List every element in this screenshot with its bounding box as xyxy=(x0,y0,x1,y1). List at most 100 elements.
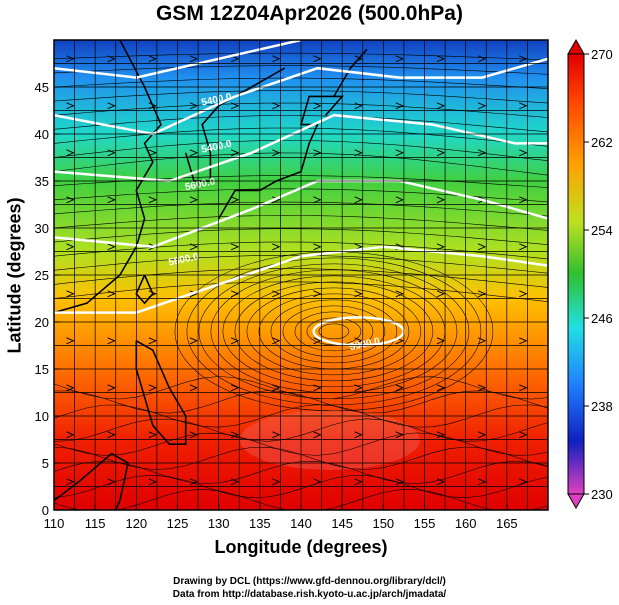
colorbar-top-arrow xyxy=(567,38,585,55)
wind-arrow xyxy=(189,290,199,298)
wind-arrow xyxy=(148,478,157,486)
wind-arrow xyxy=(272,102,281,110)
wind-arrow xyxy=(148,196,157,204)
wind-arrow xyxy=(66,149,75,157)
wind-arrow xyxy=(272,337,281,345)
streamline xyxy=(234,281,434,382)
wind-arrow xyxy=(395,478,404,486)
wind-arrow xyxy=(395,55,404,63)
coastline xyxy=(218,95,344,220)
wind-arrow xyxy=(189,431,199,439)
y-tick-label: 35 xyxy=(35,174,49,189)
colorbar: 270 262 254 246 238 230 xyxy=(567,38,613,510)
wind-arrow xyxy=(189,384,199,392)
chart-title: GSM 12Z04Apr2026 (500.0hPa) xyxy=(156,2,463,25)
wind-arrow xyxy=(313,384,322,392)
x-tick-label: 135 xyxy=(249,516,271,531)
wind-arrow xyxy=(313,55,322,63)
wind-arrow xyxy=(354,102,363,110)
y-tick-label: 30 xyxy=(35,221,49,236)
y-tick-label: 5 xyxy=(42,456,49,471)
wind-arrow xyxy=(395,102,404,110)
wind-arrow xyxy=(230,55,240,63)
wind-arrow xyxy=(519,55,528,63)
wind-arrow xyxy=(354,478,363,486)
wind-arrow xyxy=(66,102,75,110)
wind-arrow xyxy=(477,478,487,486)
wind-arrow xyxy=(189,478,199,486)
colorbar-tick-label: 246 xyxy=(591,311,613,326)
wind-arrow xyxy=(272,196,281,204)
wind-arrow xyxy=(313,243,322,251)
x-tick-label: 145 xyxy=(331,516,353,531)
lat-lon-grid xyxy=(54,40,548,510)
wind-arrow xyxy=(436,149,446,157)
wind-arrow xyxy=(148,431,157,439)
colorbar-scale xyxy=(567,53,585,495)
latitude-ticks: 0 5 10 15 20 25 30 35 40 45 xyxy=(35,80,60,518)
wind-arrow xyxy=(107,431,116,439)
streamline xyxy=(198,263,470,400)
wind-arrow xyxy=(107,149,116,157)
wind-arrow xyxy=(272,243,281,251)
wind-arrow xyxy=(189,243,199,251)
wind-arrow xyxy=(313,196,322,204)
wind-arrow xyxy=(66,431,75,439)
y-tick-label: 10 xyxy=(35,409,49,424)
wind-arrow xyxy=(354,290,363,298)
credit-drawing: Drawing by DCL (https://www.gfd-dennou.o… xyxy=(173,576,446,587)
wind-arrow xyxy=(189,55,199,63)
x-axis-label: Longitude (degrees) xyxy=(214,537,388,557)
colorbar-ticks: 270 262 254 246 238 230 xyxy=(584,47,613,502)
wind-arrow xyxy=(313,431,322,439)
wind-arrow xyxy=(436,102,446,110)
wind-arrow xyxy=(230,384,240,392)
wind-arrow xyxy=(107,478,116,486)
x-tick-label: 115 xyxy=(85,516,106,531)
colorbar-tick-label: 270 xyxy=(591,47,613,62)
wind-arrow xyxy=(230,196,240,204)
wind-arrow xyxy=(436,384,446,392)
streamline xyxy=(318,323,350,340)
y-tick-label: 0 xyxy=(42,503,49,518)
wind-arrow xyxy=(354,149,363,157)
wind-arrow xyxy=(107,196,116,204)
wind-arrow xyxy=(148,337,157,345)
wind-arrow xyxy=(107,102,116,110)
wind-arrow xyxy=(519,337,528,345)
wind-arrow xyxy=(395,196,404,204)
wind-arrow xyxy=(519,243,528,251)
wind-arrow xyxy=(272,290,281,298)
wind-arrow xyxy=(436,431,446,439)
wind-arrow xyxy=(477,337,487,345)
wind-arrow xyxy=(519,431,528,439)
wind-arrow xyxy=(230,337,240,345)
wind-arrow xyxy=(354,431,363,439)
colorbar-tick-label: 238 xyxy=(591,399,613,414)
wind-arrow xyxy=(354,384,363,392)
wind-arrow xyxy=(395,290,404,298)
wind-arrow xyxy=(107,337,116,345)
wind-arrow xyxy=(66,384,75,392)
wind-arrow xyxy=(395,149,404,157)
wind-arrow xyxy=(66,243,75,251)
wind-arrow xyxy=(230,149,240,157)
wind-arrow xyxy=(354,196,363,204)
wind-arrow xyxy=(189,196,199,204)
streamline xyxy=(306,317,362,346)
colorbar-bottom-arrow xyxy=(567,493,585,510)
colorbar-tick-label: 262 xyxy=(591,135,613,150)
colorbar-tick-label: 230 xyxy=(591,487,613,502)
wind-arrow xyxy=(189,337,199,345)
x-tick-label: 165 xyxy=(496,516,518,531)
wind-arrow xyxy=(66,337,75,345)
wind-arrow xyxy=(313,337,322,345)
wind-arrow xyxy=(519,196,528,204)
wind-arrow xyxy=(230,290,240,298)
x-tick-label: 110 xyxy=(44,516,65,531)
streamline xyxy=(186,257,482,406)
streamline xyxy=(246,287,422,376)
wind-arrow xyxy=(436,478,446,486)
x-tick-label: 140 xyxy=(290,516,312,531)
